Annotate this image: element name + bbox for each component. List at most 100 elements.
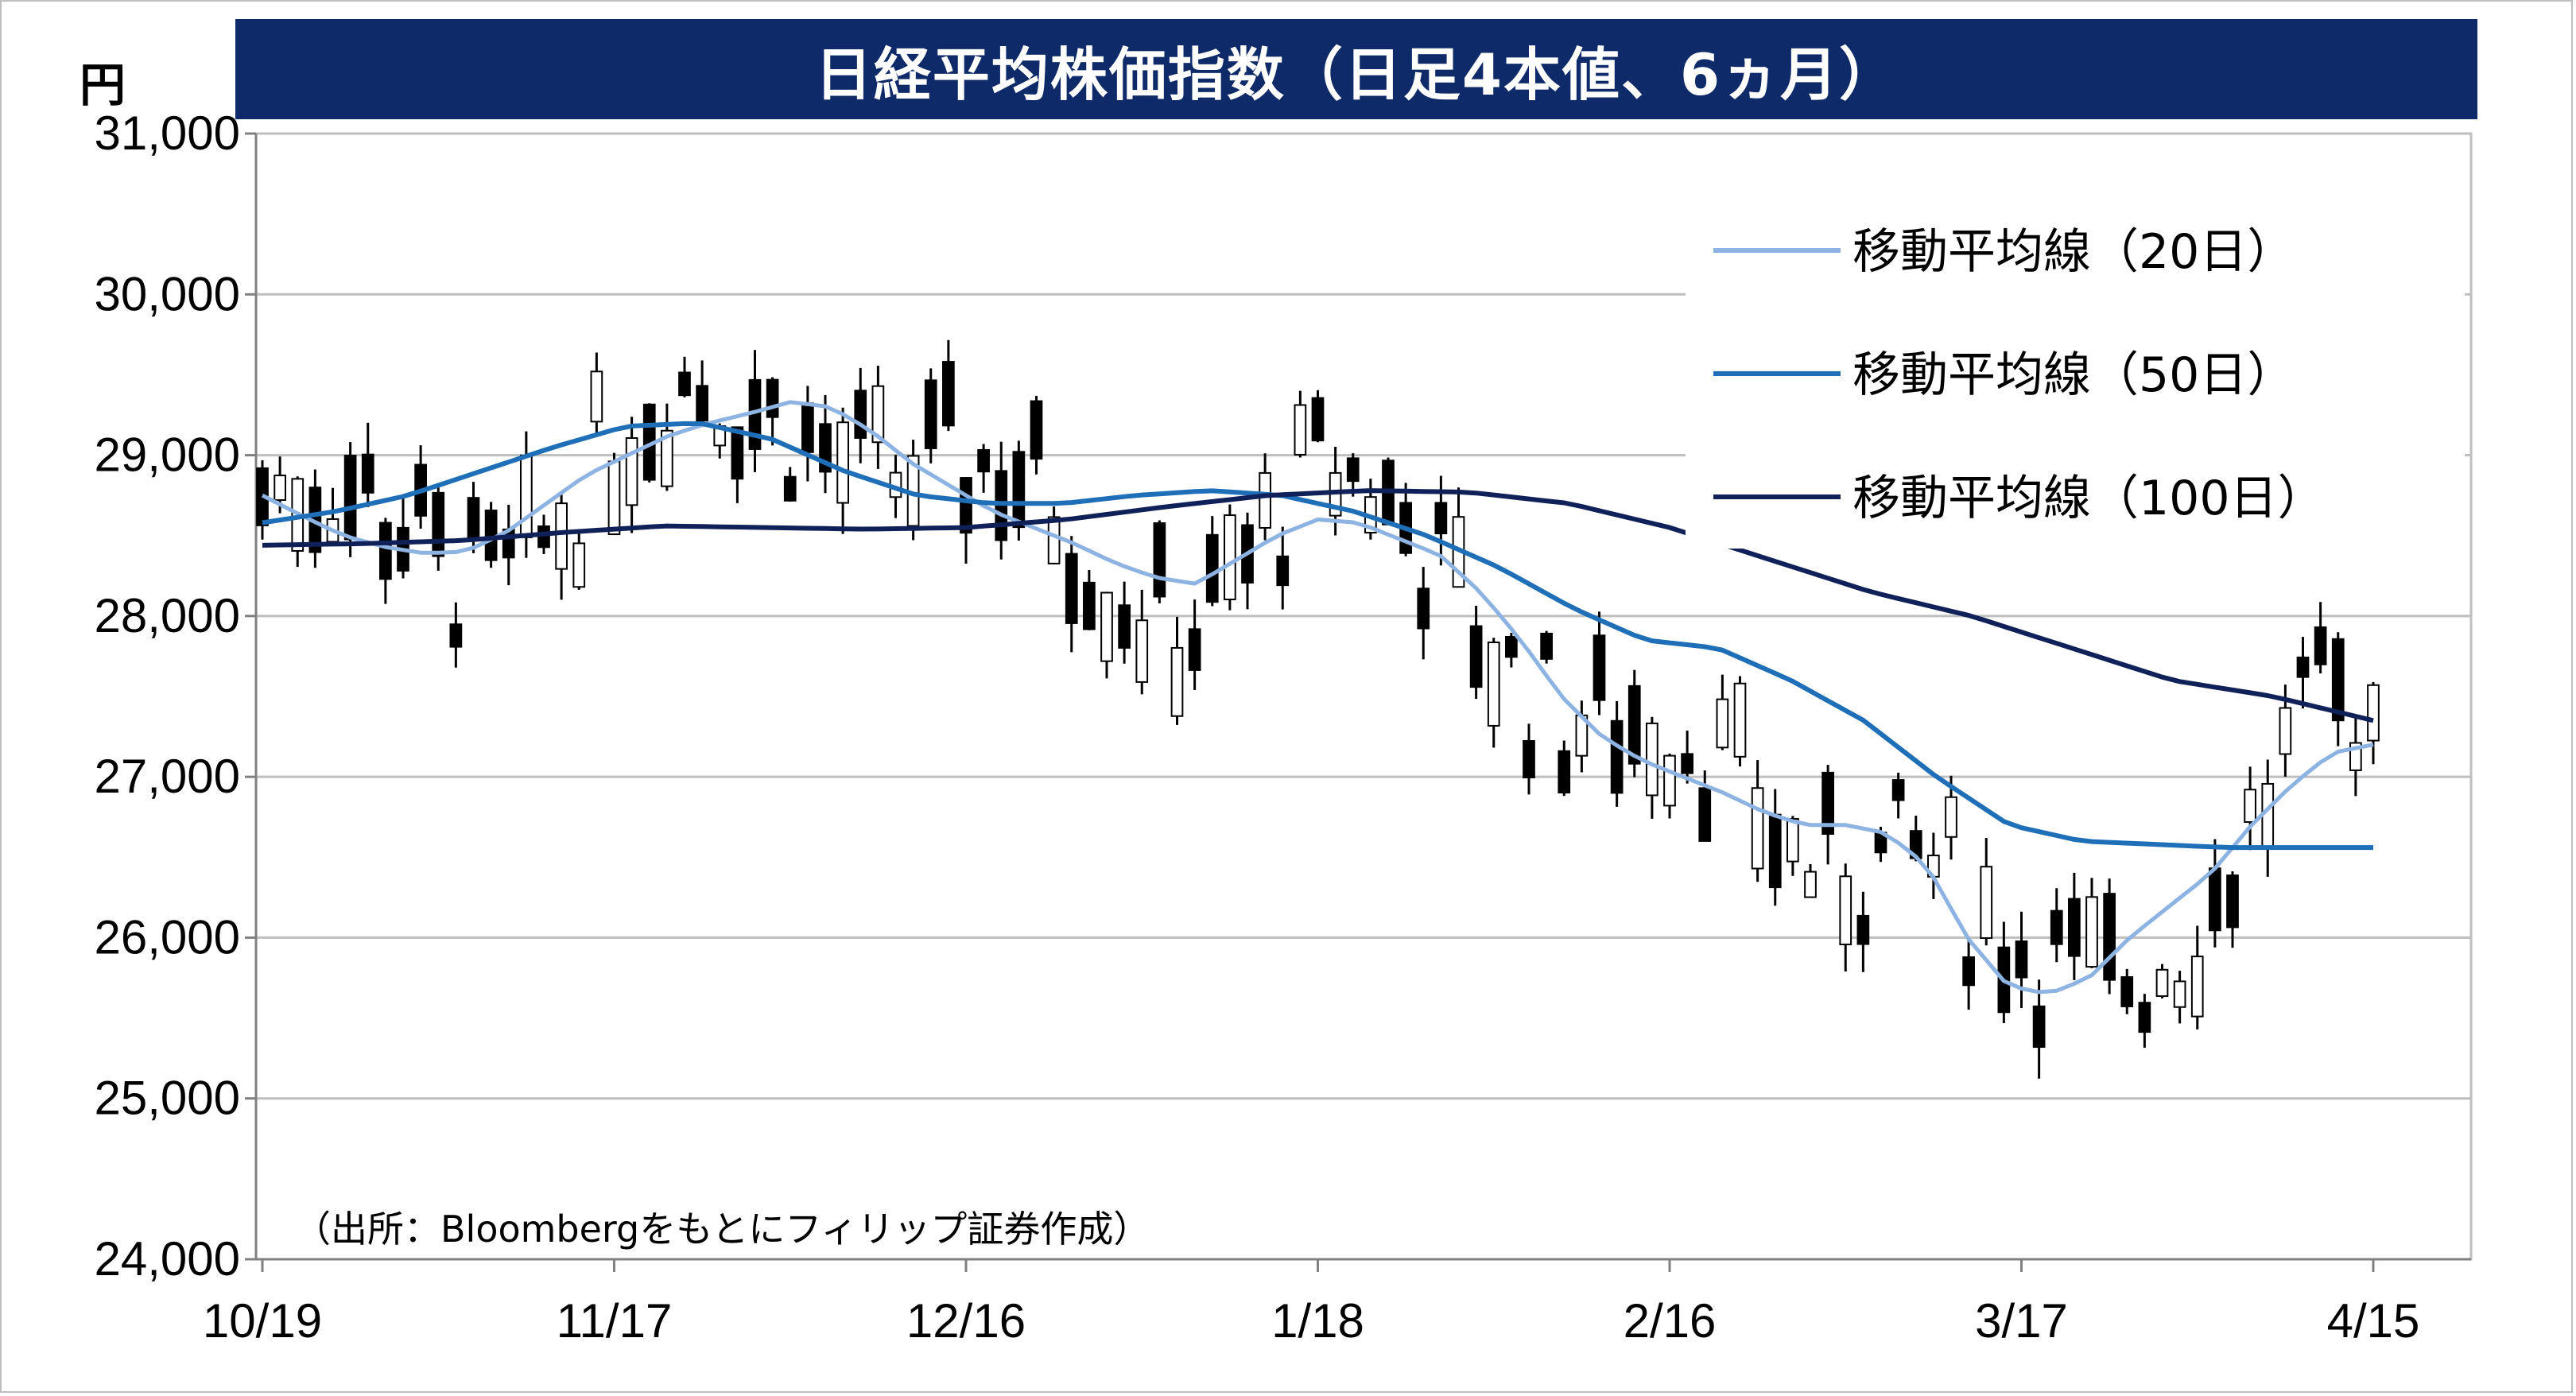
- candle-down-body: [2103, 893, 2116, 981]
- ma50-line: [262, 421, 2373, 851]
- candle-down-body: [1434, 502, 1448, 534]
- candle: [1891, 772, 1905, 819]
- candle: [1469, 606, 1483, 700]
- candle: [1505, 633, 1518, 668]
- candle: [1399, 483, 1412, 556]
- candle: [467, 482, 480, 553]
- candle: [2367, 681, 2380, 765]
- candle-up-body: [1259, 471, 1271, 529]
- candle: [2155, 964, 2169, 999]
- legend-label-ma50: 移動平均線（50日）: [1852, 347, 2295, 403]
- candle-up-body: [2367, 684, 2380, 742]
- candle-up-body: [1733, 682, 1747, 758]
- candle: [2138, 994, 2151, 1048]
- candle: [379, 518, 392, 604]
- candle-down-body: [801, 402, 814, 453]
- candle-up-body: [1135, 619, 1149, 683]
- candle: [801, 386, 814, 482]
- candle: [2244, 766, 2256, 851]
- candle: [1980, 838, 1993, 946]
- candle-up-body: [661, 429, 673, 487]
- candle: [502, 504, 515, 586]
- candle: [1030, 395, 1043, 475]
- candle: [555, 494, 568, 600]
- candle-down-body: [1523, 739, 1535, 779]
- candle: [2085, 878, 2098, 968]
- candle: [2331, 632, 2345, 746]
- candle: [678, 356, 691, 397]
- candle: [1821, 765, 1834, 865]
- candle: [1100, 591, 1113, 679]
- candle-down-body: [1558, 750, 1571, 794]
- candle: [449, 602, 463, 668]
- candle-down-body: [960, 477, 972, 534]
- candle-up-body: [2173, 980, 2186, 1008]
- candle: [256, 460, 269, 540]
- candle-down-body: [766, 378, 779, 418]
- candle-down-body: [432, 491, 445, 557]
- candle: [977, 444, 990, 493]
- chart-title-text: 日経平均株価指数（日足4本値、6ヵ月）: [814, 41, 1899, 108]
- candle: [2314, 602, 2327, 674]
- candle-down-body: [1681, 753, 1693, 774]
- y-tick-label: 24,000: [94, 1232, 240, 1285]
- candle: [1804, 863, 1817, 898]
- candle: [1751, 760, 1764, 882]
- candle-down-body: [1610, 719, 1624, 794]
- candle: [1487, 638, 1500, 748]
- candle-down-body: [942, 361, 955, 427]
- candle-down-body: [1962, 956, 1975, 987]
- candle: [1224, 504, 1236, 611]
- candle-down-body: [1469, 625, 1483, 688]
- candle-up-body: [2279, 707, 2292, 755]
- candle-up-body: [555, 502, 568, 570]
- candle-down-body: [1065, 553, 1078, 624]
- candle-down-body: [1856, 914, 1870, 945]
- candle: [766, 377, 779, 446]
- candle-down-body: [1698, 787, 1712, 842]
- candle: [1311, 390, 1325, 443]
- x-tick-label: 10/19: [203, 1294, 322, 1348]
- candle-down-body: [1205, 533, 1219, 603]
- x-tick-label: 3/17: [1975, 1294, 2068, 1348]
- candle-down-body: [2120, 976, 2134, 1007]
- candle: [2050, 888, 2063, 963]
- candle-up-body: [1804, 871, 1817, 898]
- candle-down-body: [731, 426, 744, 480]
- y-tick-label: 27,000: [94, 750, 240, 803]
- candle-down-body: [1593, 634, 1606, 701]
- candle: [572, 529, 586, 590]
- candle: [2349, 716, 2362, 797]
- y-tick-label: 30,000: [94, 267, 240, 320]
- candle-down-body: [1417, 587, 1430, 630]
- candle-down-body: [2138, 1002, 2151, 1033]
- candle: [2120, 968, 2134, 1014]
- candle-up-body: [1716, 698, 1729, 749]
- candle-up-body: [2190, 956, 2204, 1018]
- candle: [1646, 716, 1658, 819]
- candle: [1768, 789, 1782, 906]
- candle: [1733, 676, 1747, 767]
- candle-up-body: [1663, 754, 1676, 807]
- candle-down-body: [2068, 898, 2081, 957]
- candle: [1593, 611, 1606, 715]
- chart-title: 日経平均株価指数（日足4本値、6ヵ月）: [235, 19, 2477, 119]
- candle: [1839, 863, 1852, 971]
- candle: [625, 417, 638, 533]
- candle-down-body: [2032, 1005, 2046, 1048]
- candle-down-body: [449, 623, 463, 648]
- candle-down-body: [1030, 400, 1043, 460]
- y-tick-label: 25,000: [94, 1072, 240, 1125]
- candle-down-body: [537, 525, 550, 549]
- candle: [1962, 940, 1975, 1010]
- candle: [1153, 520, 1166, 604]
- candle-down-body: [2050, 909, 2063, 945]
- candle-down-body: [379, 522, 392, 580]
- candle: [1663, 753, 1676, 819]
- candle: [661, 403, 673, 491]
- candle: [731, 426, 744, 503]
- candle-up-body: [1945, 796, 1957, 838]
- moving-average-lines: [261, 400, 2374, 995]
- candle: [942, 339, 955, 432]
